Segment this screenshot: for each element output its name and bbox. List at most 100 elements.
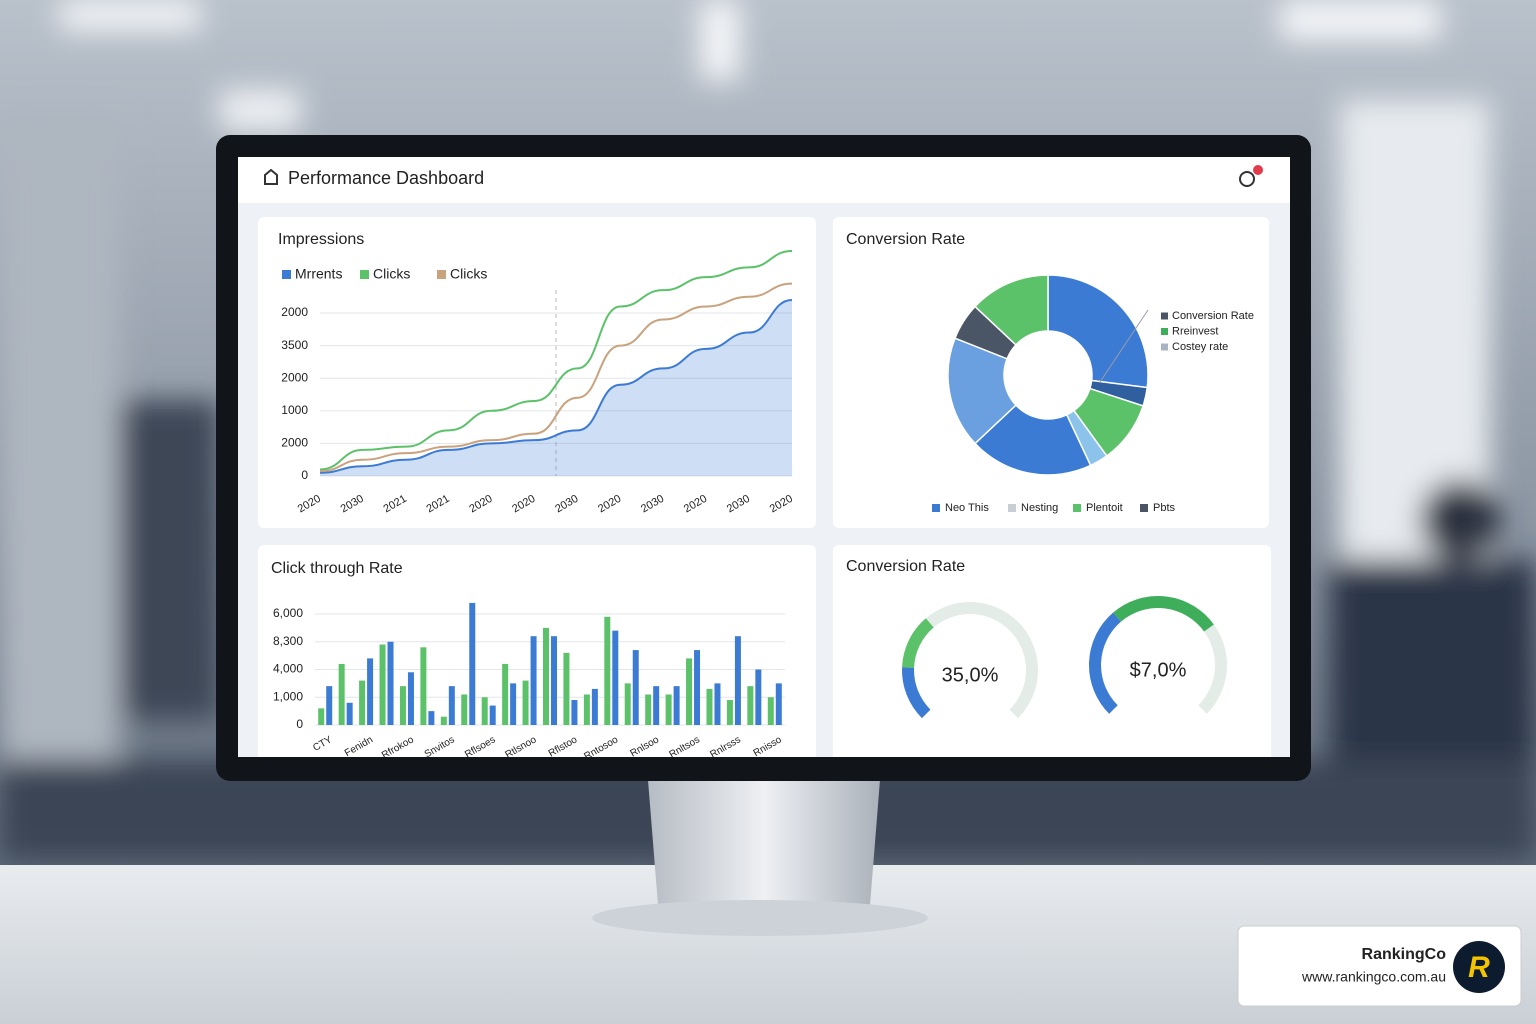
legend-label: Mrrents	[295, 266, 342, 282]
legend-swatch	[1161, 312, 1168, 320]
home-icon[interactable]	[264, 168, 278, 185]
bar	[645, 694, 652, 725]
y-tick-label: 2000	[281, 305, 308, 319]
bar	[338, 663, 345, 725]
line	[319, 250, 793, 471]
bar	[775, 683, 782, 725]
legend-swatch	[932, 504, 940, 512]
bar	[734, 636, 741, 725]
dashboard: Performance Dashboard Impressions 0 2000 10…	[238, 157, 1290, 757]
panel	[833, 217, 1269, 528]
bar	[469, 602, 476, 725]
legend-swatch	[360, 270, 369, 279]
bar	[583, 694, 590, 725]
bar	[367, 658, 374, 725]
panel-title: Impressions	[278, 231, 364, 248]
bar	[420, 647, 427, 725]
panel	[258, 217, 816, 528]
monitor-base	[592, 900, 928, 936]
bar	[530, 636, 537, 725]
bar	[326, 686, 333, 725]
bar	[448, 686, 455, 725]
bar	[726, 700, 733, 725]
bar	[522, 680, 529, 725]
gauge-value	[902, 667, 931, 719]
y-tick-label: 3500	[281, 338, 308, 352]
legend-swatch	[1161, 328, 1168, 335]
legend-label: Clicks	[450, 266, 487, 282]
gauge-value	[1089, 612, 1122, 714]
legend-swatch	[1161, 343, 1168, 351]
bar	[399, 686, 406, 725]
y-tick-label: 1,000	[273, 689, 303, 703]
legend-swatch	[282, 270, 291, 279]
bar	[502, 663, 509, 725]
dashboard-title: Performance Dashboard	[288, 168, 484, 188]
bar	[563, 652, 570, 725]
brand-logo	[1453, 941, 1505, 993]
gauge-value	[1113, 596, 1214, 632]
brand-url[interactable]: www.rankingco.com.au	[1301, 969, 1446, 985]
bar	[489, 705, 496, 725]
legend-swatch	[437, 270, 446, 279]
bar	[387, 641, 394, 725]
bar	[604, 616, 611, 725]
legend-label: Conversion Rate	[1172, 310, 1254, 322]
bar	[359, 680, 366, 725]
bar	[612, 630, 619, 725]
bar	[510, 683, 517, 725]
legend-swatch	[1008, 504, 1016, 512]
gauge-label: 35,0%	[942, 664, 999, 686]
panel	[833, 545, 1271, 757]
bar	[346, 702, 353, 725]
bar	[706, 688, 713, 725]
y-tick-label: 0	[296, 717, 303, 731]
y-tick-label: 2000	[281, 370, 308, 384]
bar	[673, 686, 680, 725]
bar	[591, 688, 598, 725]
bar	[714, 683, 721, 725]
y-tick-label: 2000	[281, 436, 308, 450]
legend-label: Costey rate	[1172, 341, 1228, 353]
brand-logo-letter: R	[1468, 951, 1490, 984]
panel-title: Click through Rate	[271, 560, 403, 577]
y-tick-label: 6,000	[273, 606, 303, 620]
panel-title: Conversion Rate	[846, 558, 965, 575]
y-tick-label: 1000	[281, 403, 308, 417]
y-tick-label: 4,000	[273, 662, 303, 676]
bar	[653, 686, 660, 725]
bar	[407, 672, 414, 725]
bar	[694, 650, 701, 725]
bar	[551, 636, 557, 725]
brand-card-box	[1237, 925, 1522, 1007]
area	[320, 299, 792, 476]
bar	[632, 650, 639, 725]
legend-swatch	[1140, 504, 1148, 512]
bar	[686, 658, 693, 725]
bar	[767, 697, 774, 725]
profile-icon[interactable]	[1239, 171, 1255, 187]
brand-card: RankingCo www.rankingco.com.au R	[1237, 925, 1522, 1007]
legend-swatch	[1073, 504, 1081, 512]
bar	[755, 669, 762, 725]
bar	[665, 694, 672, 725]
donut-segment	[1047, 274, 1149, 389]
bar	[747, 686, 754, 725]
panel-title: Conversion Rate	[846, 231, 965, 248]
legend-label: Rreinvest	[1172, 325, 1218, 337]
bar	[379, 644, 386, 725]
line	[319, 298, 793, 474]
bar	[440, 716, 447, 725]
donut-segment	[974, 274, 1049, 346]
bar	[461, 694, 468, 725]
top-bar	[238, 157, 1290, 203]
bar	[543, 627, 549, 725]
leader-line	[1099, 309, 1149, 383]
legend-label: Neo This	[945, 502, 989, 514]
y-tick-label: 0	[301, 468, 308, 482]
legend-label: Pbts	[1153, 502, 1176, 514]
legend-label: Clicks	[373, 266, 410, 282]
bar	[571, 700, 578, 725]
notification-badge[interactable]	[1253, 165, 1263, 175]
